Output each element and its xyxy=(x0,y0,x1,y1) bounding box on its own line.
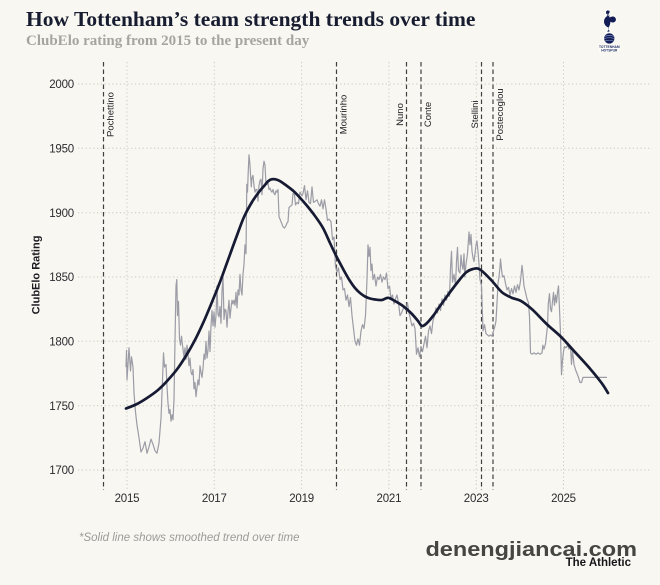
svg-text:ClubElo Rating: ClubElo Rating xyxy=(31,236,43,315)
svg-text:2023: 2023 xyxy=(464,493,489,505)
svg-text:2000: 2000 xyxy=(49,79,74,91)
svg-text:2015: 2015 xyxy=(115,493,140,505)
svg-text:Stellini: Stellini xyxy=(470,101,481,129)
svg-text:2021: 2021 xyxy=(377,493,402,505)
svg-text:2019: 2019 xyxy=(289,493,314,505)
svg-text:Postecoglou: Postecoglou xyxy=(495,88,506,140)
svg-text:1700: 1700 xyxy=(49,465,74,477)
svg-text:Pochettino: Pochettino xyxy=(105,92,116,137)
svg-text:Mourinho: Mourinho xyxy=(338,95,349,135)
svg-text:1950: 1950 xyxy=(49,144,74,156)
svg-text:1900: 1900 xyxy=(49,208,74,220)
svg-text:2025: 2025 xyxy=(551,493,576,505)
svg-text:1750: 1750 xyxy=(49,401,74,413)
svg-text:HOTSPUR: HOTSPUR xyxy=(601,48,618,52)
svg-text:Conte: Conte xyxy=(423,102,434,127)
svg-text:2017: 2017 xyxy=(202,493,227,505)
svg-text:1850: 1850 xyxy=(49,272,74,284)
svg-text:TOTTENHAM: TOTTENHAM xyxy=(599,45,620,49)
svg-text:Nuno: Nuno xyxy=(395,103,406,126)
svg-text:1800: 1800 xyxy=(49,337,74,349)
